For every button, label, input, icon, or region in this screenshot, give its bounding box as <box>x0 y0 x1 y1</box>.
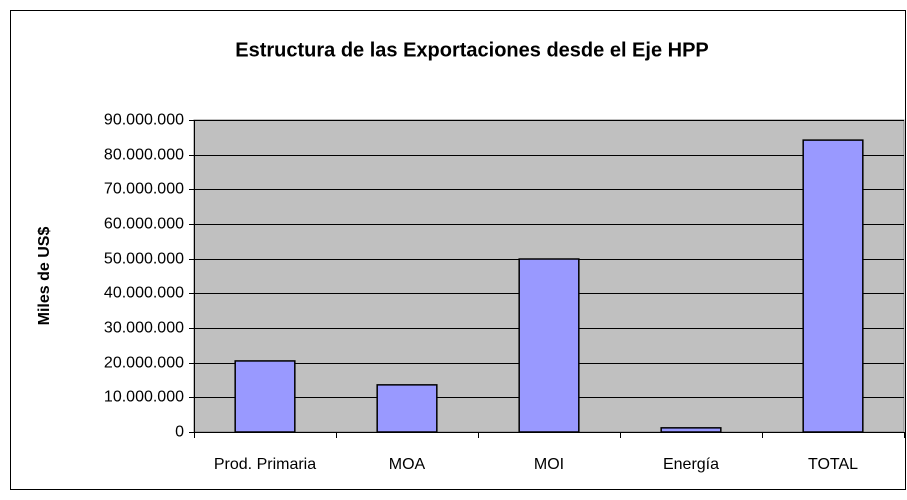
y-tick-label: 50.000.000 <box>104 251 184 268</box>
y-axis-label: Miles de US$ <box>36 227 53 326</box>
y-tick-label: 40.000.000 <box>104 285 184 302</box>
bar <box>660 427 722 433</box>
y-tick-label: 0 <box>175 424 184 441</box>
bar <box>802 139 864 433</box>
bar <box>234 360 296 433</box>
bar <box>518 258 580 433</box>
y-tick-label: 70.000.000 <box>104 181 184 198</box>
x-tick-label: TOTAL <box>808 456 858 473</box>
bar <box>376 384 438 433</box>
x-tick-label: MOA <box>389 456 426 473</box>
x-tick-label: MOI <box>534 456 564 473</box>
y-tick-label: 90.000.000 <box>104 112 184 129</box>
x-tick-label: Energía <box>663 456 719 473</box>
y-tick-label: 10.000.000 <box>104 389 184 406</box>
chart-title: Estructura de las Exportaciones desde el… <box>235 39 709 61</box>
y-tick-label: 20.000.000 <box>104 355 184 372</box>
y-tick-label: 30.000.000 <box>104 320 184 337</box>
x-tick-label: Prod. Primaria <box>214 456 316 473</box>
y-tick-label: 80.000.000 <box>104 147 184 164</box>
y-tick-label: 60.000.000 <box>104 216 184 233</box>
